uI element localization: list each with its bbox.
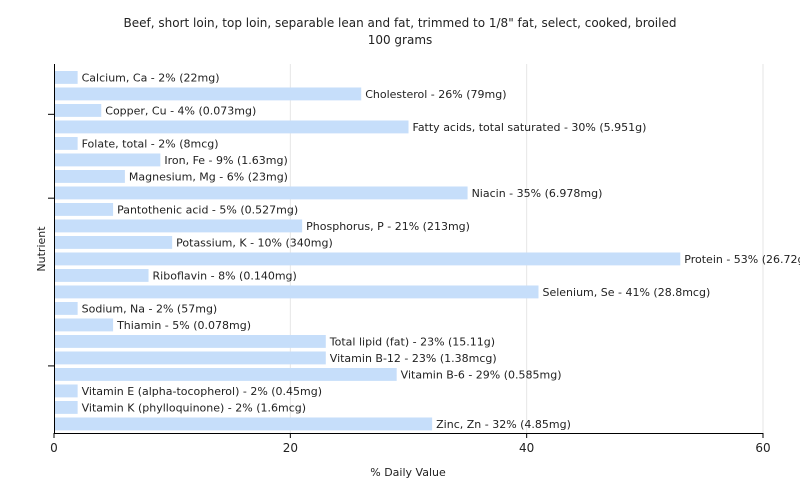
bar-17: [54, 351, 326, 365]
bar-1: [54, 87, 362, 101]
bar-label-2: Copper, Cu - 4% (0.073mg): [105, 104, 256, 117]
x-tick-label-60: 60: [755, 441, 770, 455]
bar-label-8: Pantothenic acid - 5% (0.527mg): [117, 203, 298, 216]
bar-18: [54, 368, 397, 381]
bar-6: [54, 170, 125, 183]
x-tick-label-20: 20: [283, 441, 298, 455]
bar-7: [54, 186, 468, 200]
bar-label-3: Fatty acids, total saturated - 30% (5.95…: [413, 121, 647, 134]
bar-19: [54, 384, 78, 398]
bar-9: [54, 219, 303, 233]
chart-subtitle: 100 grams: [368, 33, 433, 47]
bar-label-11: Protein - 53% (26.72g): [684, 253, 800, 266]
x-axis-title: % Daily Value: [370, 466, 446, 479]
x-tick-label-40: 40: [519, 441, 534, 455]
bar-13: [54, 285, 539, 299]
bar-label-19: Vitamin E (alpha-tocopherol) - 2% (0.45m…: [82, 385, 322, 398]
bar-label-14: Sodium, Na - 2% (57mg): [82, 302, 218, 315]
y-axis-title: Nutrient: [35, 226, 48, 272]
bar-11: [54, 252, 681, 266]
bar-label-0: Calcium, Ca - 2% (22mg): [82, 71, 220, 84]
bar-8: [54, 203, 114, 216]
bar-12: [54, 269, 149, 282]
bar-15: [54, 318, 114, 332]
bar-label-20: Vitamin K (phylloquinone) - 2% (1.6mcg): [82, 401, 306, 414]
bar-label-1: Cholesterol - 26% (79mg): [365, 88, 506, 101]
bar-10: [54, 236, 173, 249]
bar-5: [54, 153, 161, 167]
bar-2: [54, 104, 102, 117]
bar-3: [54, 120, 409, 134]
bar-label-10: Potassium, K - 10% (340mg): [176, 236, 333, 249]
bar-label-18: Vitamin B-6 - 29% (0.585mg): [401, 368, 562, 381]
bar-label-16: Total lipid (fat) - 23% (15.11g): [329, 335, 495, 348]
bar-label-21: Zinc, Zn - 32% (4.85mg): [436, 418, 571, 431]
bar-16: [54, 335, 326, 348]
bar-4: [54, 137, 78, 150]
bar-label-6: Magnesium, Mg - 6% (23mg): [129, 170, 288, 183]
bar-label-4: Folate, total - 2% (8mcg): [82, 137, 219, 150]
bars-group: Calcium, Ca - 2% (22mg) Cholesterol - 26%…: [54, 71, 800, 431]
bar-label-17: Vitamin B-12 - 23% (1.38mcg): [330, 352, 497, 365]
bar-label-7: Niacin - 35% (6.978mg): [472, 187, 603, 200]
x-tick-label-0: 0: [50, 441, 58, 455]
bar-label-15: Thiamin - 5% (0.078mg): [116, 319, 251, 332]
axes: 0 20 40 60: [48, 64, 771, 455]
bar-label-5: Iron, Fe - 9% (1.63mg): [164, 154, 287, 167]
bar-14: [54, 302, 78, 315]
bar-20: [54, 401, 78, 414]
bar-label-12: Riboflavin - 8% (0.140mg): [153, 269, 297, 282]
bar-0: [54, 71, 78, 84]
bar-21: [54, 417, 433, 431]
chart-title: Beef, short loin, top loin, separable le…: [124, 16, 677, 30]
bar-label-13: Selenium, Se - 41% (28.8mcg): [542, 286, 710, 299]
bar-label-9: Phosphorus, P - 21% (213mg): [306, 220, 470, 233]
